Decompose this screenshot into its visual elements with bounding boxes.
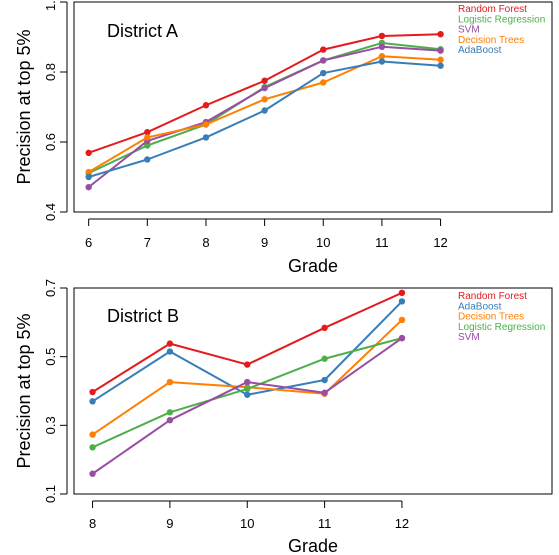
- panel-district-b: 8 9 10 11 12 Grade 0.1 0.3 0.5 0.7 Precision at to…: [14, 279, 553, 555]
- series-line-decision-trees: [88, 55, 441, 173]
- y-tick-label: 0.6: [43, 133, 58, 151]
- data-point-decision-trees: [378, 53, 386, 60]
- data-point-svm: [89, 470, 96, 477]
- data-point-decision-trees: [398, 316, 406, 324]
- data-point-random-forest: [89, 388, 96, 396]
- data-point-svm: [261, 84, 268, 92]
- data-point-decision-trees: [202, 121, 210, 128]
- data-point-svm: [244, 378, 251, 386]
- data-point-svm: [320, 57, 327, 64]
- data-point-adaboost: [320, 69, 327, 77]
- legend-entry: Logistic Regression: [458, 14, 545, 25]
- data-point-adaboost: [89, 398, 96, 405]
- series-line-svm: [91, 337, 403, 475]
- data-point-svm: [378, 43, 386, 50]
- y-axis-label: Precision at top 5%: [14, 313, 34, 468]
- data-point-random-forest: [398, 289, 406, 297]
- x-tick-label: 12: [433, 235, 447, 250]
- y-tick-label: 0.4: [43, 203, 58, 221]
- data-point-random-forest: [261, 77, 268, 84]
- plot-frame: [73, 1, 553, 213]
- legend-entry: Random Forest: [458, 4, 527, 15]
- data-point-adaboost: [378, 58, 386, 65]
- data-point-svm: [321, 389, 328, 396]
- data-point-logistic-regression: [89, 444, 96, 451]
- data-point-random-forest: [202, 102, 210, 109]
- data-point-adaboost: [166, 348, 174, 355]
- legend-entry: AdaBoost: [458, 301, 502, 312]
- plot-frame: [73, 287, 553, 495]
- x-tick-label: 10: [240, 516, 254, 531]
- x-tick-label: 11: [318, 516, 332, 531]
- data-point-decision-trees: [85, 168, 92, 176]
- x-tick-label: 7: [144, 235, 151, 250]
- legend-entry: AdaBoost: [458, 45, 502, 56]
- data-point-adaboost: [85, 173, 92, 181]
- legend-entry: Decision Trees: [458, 35, 524, 46]
- data-point-logistic-regression: [321, 355, 328, 362]
- data-point-logistic-regression: [244, 385, 251, 393]
- data-point-adaboost: [321, 376, 328, 384]
- y-tick-label: 0.3: [43, 416, 58, 434]
- panel-district-a: 6 7 8 9 10 11 12 Grade 0.4 0.6 0.8 1.0 Precision at …: [14, 0, 553, 276]
- x-tick-label: 12: [395, 516, 409, 531]
- data-point-random-forest: [166, 340, 174, 347]
- data-point-random-forest: [321, 324, 328, 332]
- y-tick-label: 0.5: [43, 348, 58, 366]
- data-point-decision-trees: [320, 79, 327, 86]
- x-tick-label: 8: [202, 235, 209, 250]
- data-point-adaboost: [202, 134, 210, 141]
- data-point-random-forest: [437, 31, 444, 38]
- data-point-decision-trees: [437, 56, 444, 63]
- data-point-adaboost: [244, 391, 251, 398]
- x-axis-label: Grade: [288, 256, 338, 276]
- data-point-adaboost: [261, 107, 268, 114]
- x-tick-label: 11: [375, 235, 389, 250]
- series-line-decision-trees: [92, 319, 403, 436]
- data-point-random-forest: [144, 129, 151, 136]
- legend-entry: SVM: [458, 25, 480, 36]
- data-point-decision-trees: [89, 431, 96, 438]
- y-tick-label: 0.8: [43, 63, 58, 81]
- x-tick-label: 6: [85, 235, 92, 250]
- x-tick-label: 8: [89, 516, 96, 531]
- legend-entry: Logistic Regression: [458, 322, 545, 333]
- y-tick-label: 0.1: [43, 485, 58, 503]
- x-tick-label: 10: [316, 235, 330, 250]
- x-tick-label: 9: [166, 516, 173, 531]
- data-point-svm: [398, 334, 406, 342]
- legend-entry: Random Forest: [458, 291, 527, 302]
- series-line-random-forest: [88, 33, 441, 154]
- data-point-decision-trees: [261, 96, 268, 103]
- data-point-random-forest: [378, 32, 386, 40]
- data-point-random-forest: [85, 149, 92, 157]
- data-point-adaboost: [398, 298, 406, 305]
- legend-entry: Decision Trees: [458, 312, 524, 323]
- x-axis-label: Grade: [288, 536, 338, 555]
- series-line-svm: [88, 45, 441, 188]
- data-point-decision-trees: [166, 378, 174, 386]
- panel-title: District A: [107, 21, 178, 41]
- data-point-random-forest: [244, 361, 251, 368]
- data-point-logistic-regression: [144, 142, 151, 149]
- data-point-svm: [85, 183, 92, 191]
- data-point-svm: [437, 47, 444, 54]
- data-point-decision-trees: [144, 134, 151, 141]
- data-point-random-forest: [320, 46, 327, 53]
- y-tick-label: 1.0: [43, 0, 58, 11]
- y-tick-label: 0.7: [43, 279, 58, 297]
- data-point-adaboost: [144, 156, 151, 163]
- data-point-svm: [166, 416, 174, 424]
- panel-title: District B: [107, 306, 179, 326]
- legend-entry: SVM: [458, 332, 480, 343]
- data-point-adaboost: [437, 62, 444, 69]
- data-point-logistic-regression: [166, 409, 174, 416]
- y-axis-label: Precision at top 5%: [14, 29, 34, 184]
- x-tick-label: 9: [261, 235, 268, 250]
